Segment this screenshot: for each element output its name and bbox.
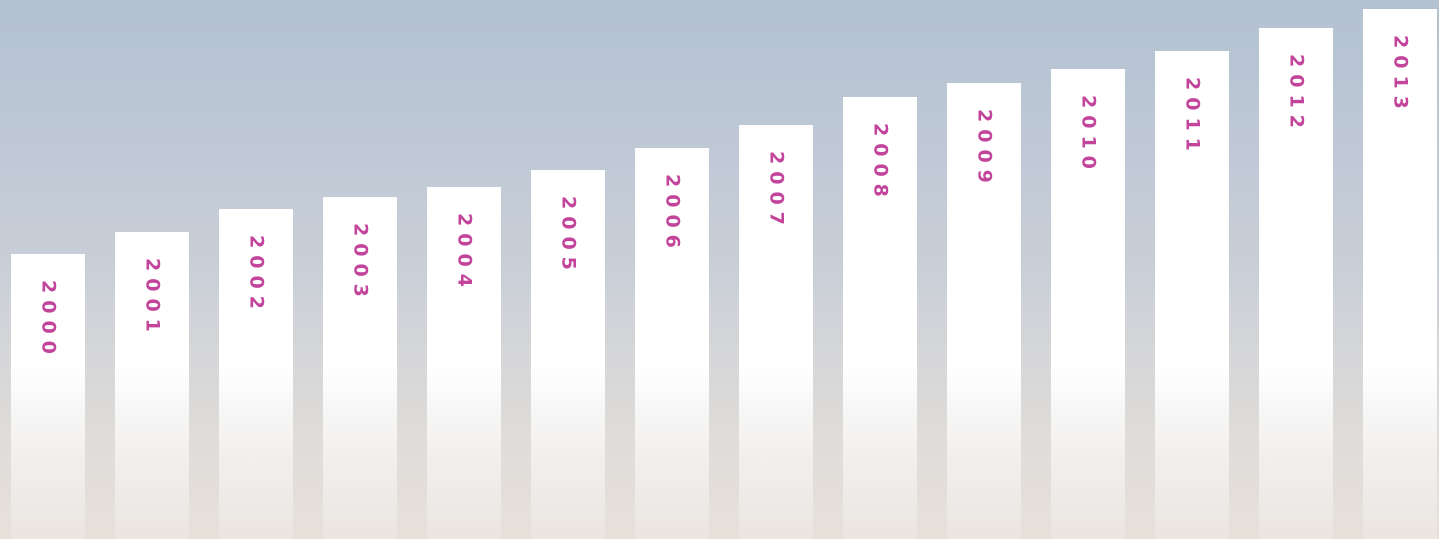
bar-label: 2005 [558, 196, 580, 277]
bar-label: 2012 [1286, 54, 1308, 135]
bar-label: 2011 [1182, 77, 1204, 158]
chart: 2000 2001 2002 2003 2004 2005 2006 2007 2008 2009… [0, 0, 1439, 539]
bar-label: 2002 [246, 235, 268, 316]
page: 2000 2001 2002 2003 2004 2005 2006 2007 2008 2009… [0, 0, 1439, 539]
bar-label: 2010 [1078, 95, 1100, 176]
bar-label: 2001 [142, 258, 164, 339]
bar-label: 2000 [38, 280, 60, 361]
bar-label: 2004 [454, 213, 476, 294]
bar-label: 2006 [662, 174, 684, 255]
bar-label: 2009 [974, 109, 996, 190]
bar-label: 2008 [870, 123, 892, 204]
bar-label: 2013 [1390, 35, 1412, 116]
bar-label: 2003 [350, 223, 372, 304]
bar-label: 2007 [766, 151, 788, 232]
